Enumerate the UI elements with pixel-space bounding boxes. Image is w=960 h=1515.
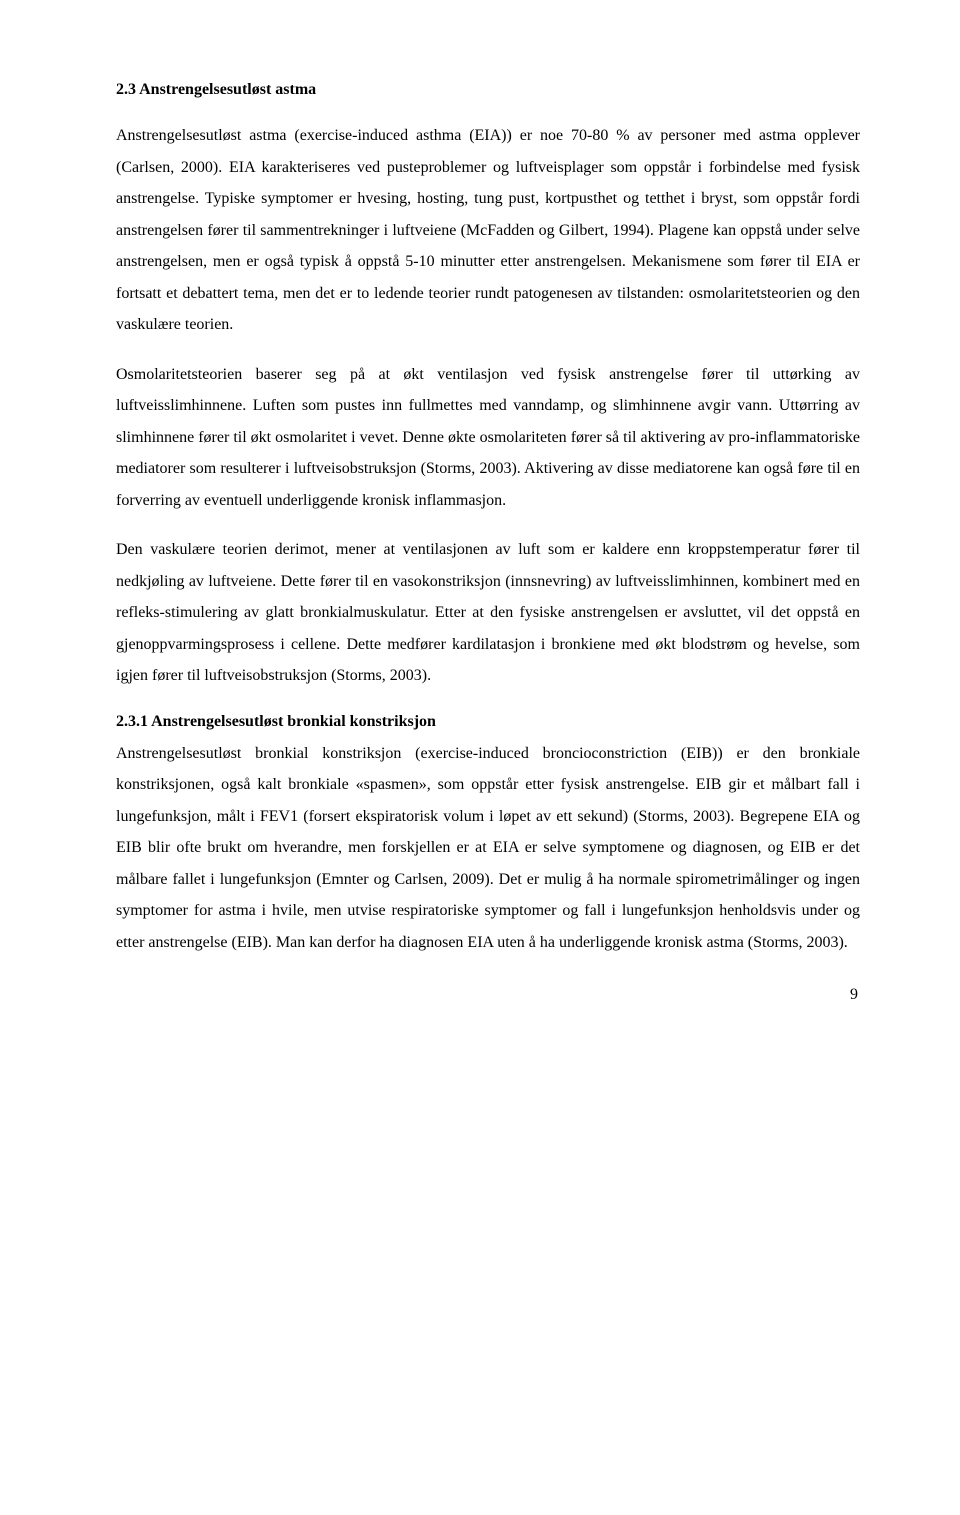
subsection-heading: 2.3.1 Anstrengelsesutløst bronkial konst… (116, 710, 860, 734)
section-heading: 2.3 Anstrengelsesutløst astma (116, 78, 860, 102)
body-paragraph: Den vaskulære teorien derimot, mener at … (116, 534, 860, 692)
page-number: 9 (116, 986, 860, 1004)
body-paragraph: Osmolaritetsteorien baserer seg på at øk… (116, 359, 860, 517)
body-paragraph: Anstrengelsesutløst bronkial konstriksjo… (116, 738, 860, 959)
body-paragraph: Anstrengelsesutløst astma (exercise-indu… (116, 120, 860, 341)
